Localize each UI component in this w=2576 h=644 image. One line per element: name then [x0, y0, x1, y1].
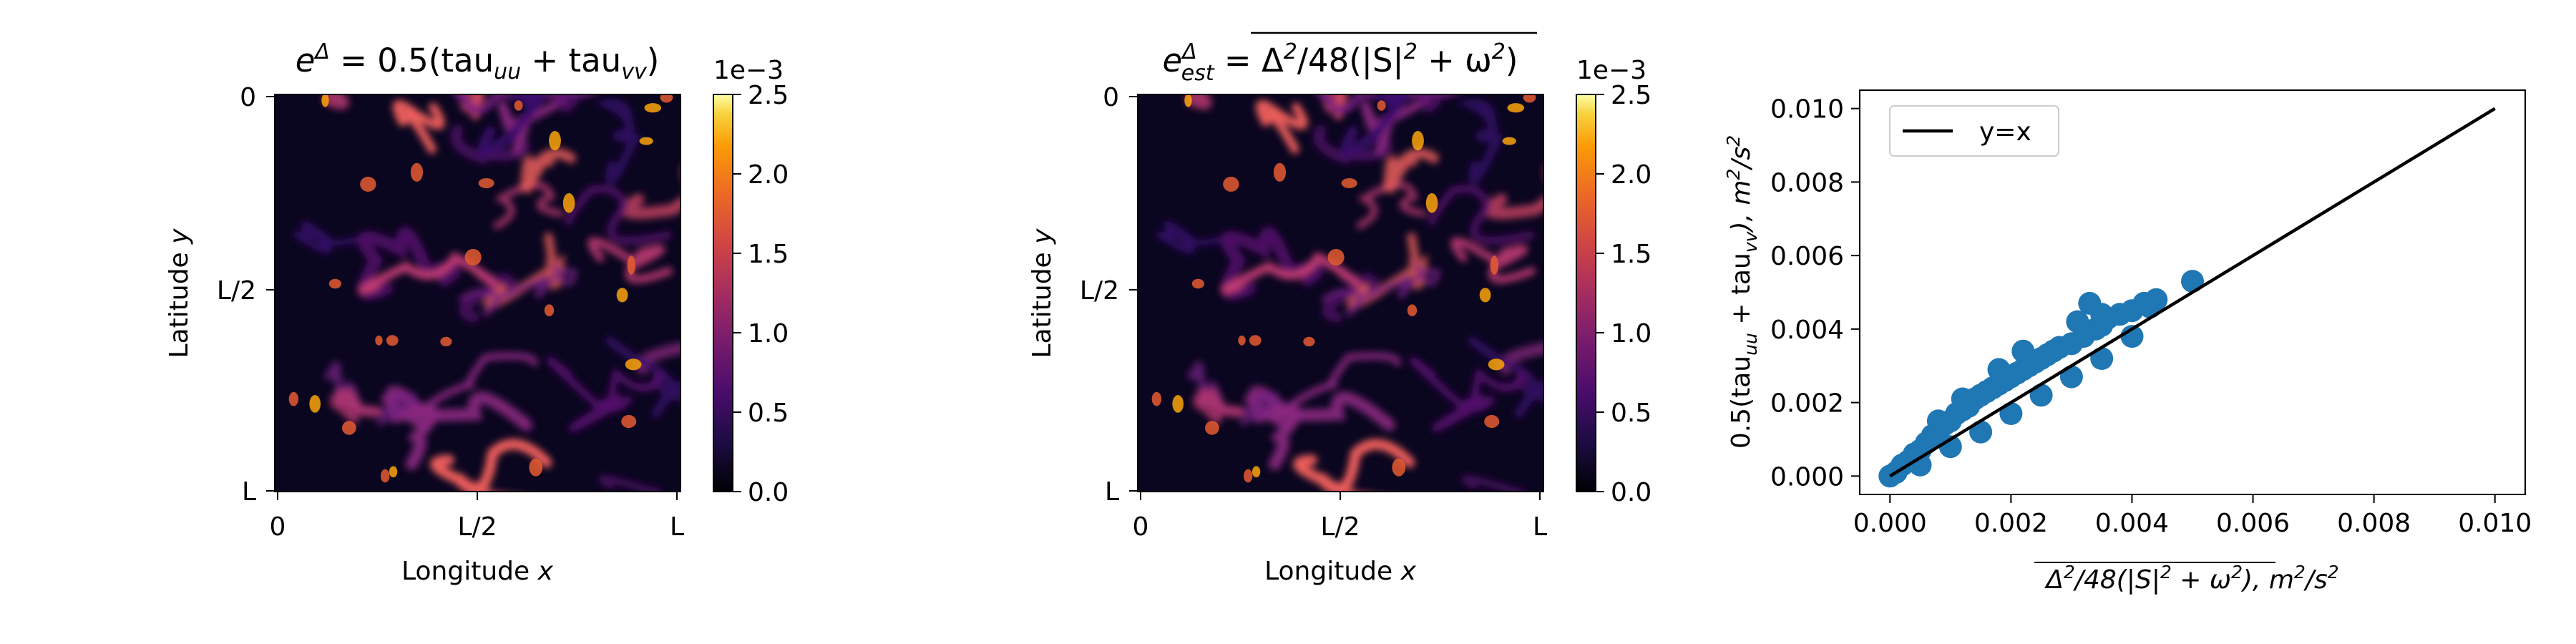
scatter-xtick-label: 0.006	[2216, 509, 2290, 538]
scatter-ytick-label: 0.000	[1770, 462, 1844, 492]
scatter-xlabel: Δ2/48(|S|2 + ω2), m2/s2	[2034, 562, 2339, 595]
scatter-ytick-label: 0.006	[1770, 242, 1844, 271]
scatter-point	[2090, 303, 2114, 326]
scatter-x-axis: 0.000 0.002 0.004 0.006 0.008 0.010	[1853, 494, 2532, 538]
scatter-xtick-label: 0.004	[2095, 509, 2169, 538]
scatter-xtick-label: 0.008	[2337, 509, 2411, 538]
heatmap-2-xtick-0: 0	[1133, 512, 1149, 542]
panel-1-title: eΔ = 0.5(tauuu + tauvv)	[296, 39, 660, 84]
scatter-legend: y=x	[1889, 105, 2059, 157]
scatter-point	[1926, 409, 1950, 433]
heatmap-2-x-ticks	[1140, 492, 1541, 500]
heatmap-1-ylabel: Latitude y	[165, 228, 194, 358]
scatter-xtick-label: 0.000	[1853, 509, 1927, 538]
scatter-ytick-label: 0.010	[1770, 95, 1844, 125]
scatter-point	[2066, 310, 2089, 333]
panel-2-title: eΔ est = Δ2/48(|S|2 + ω2)	[1163, 39, 1518, 86]
heatmap-2-image	[1138, 94, 1543, 492]
heatmap-2-xlabel: Longitude x	[1264, 557, 1417, 586]
colorbar-2-tick: 2.0	[1611, 160, 1652, 190]
heatmap-2-y-ticks	[1129, 96, 1138, 492]
colorbar-2-tick: 2.5	[1611, 81, 1652, 110]
scatter-ylabel: 0.5(tauuu + tauvv), m2/s2	[1723, 135, 1761, 449]
scatter-point	[2059, 365, 2083, 389]
colorbar-1-scale: 1e−3	[713, 56, 784, 85]
scatter-ytick-label: 0.004	[1770, 316, 1844, 345]
heatmap-2-ytick-0: 0	[1103, 83, 1119, 112]
heatmap-1-xlabel: Longitude x	[401, 557, 554, 586]
scatter-panel: 0.000 0.002 0.004 0.006 0.008 0.010 0.0000.00…	[1723, 89, 2532, 595]
scatter-ytick-label: 0.008	[1770, 168, 1844, 197]
colorbar-1-tick: 0.0	[748, 478, 789, 507]
colorbar-2-tick: 0.5	[1611, 399, 1652, 428]
scatter-point	[2011, 339, 2035, 363]
scatter-ytick-label: 0.002	[1770, 389, 1844, 419]
heatmap-1-xtick-L: L	[670, 512, 684, 542]
heatmap-panel-2: eΔ est = Δ2/48(|S|2 + ω2) 0 L/2 L 0 L/2 L…	[1028, 31, 1652, 586]
heatmap-1-x-ticks	[277, 492, 678, 500]
scatter-point	[2029, 384, 2053, 407]
svg-text:Δ2/48(|S|2 + ω2), m2/s2: Δ2/48(|S|2 + ω2), m2/s2	[2044, 562, 2338, 595]
heatmap-panel-1: eΔ = 0.5(tauuu + tauvv) 0 L/2 L 0 L/2 L …	[165, 39, 789, 586]
heatmap-1-xtick-0: 0	[270, 512, 286, 542]
colorbar-2-tick: 0.0	[1611, 478, 1652, 507]
colorbar-1-tick: 0.5	[748, 399, 789, 428]
heatmap-1-ytick-L: L	[242, 477, 256, 507]
scatter-y-axis: 0.000 0.002 0.004 0.006 0.008 0.010	[1770, 95, 1860, 492]
scatter-point	[1951, 387, 1974, 411]
colorbar-2-tick: 1.5	[1611, 240, 1652, 269]
heatmap-1-image	[275, 94, 680, 492]
colorbar-1: 0.0 0.5 1.0 1.5 2.0 2.5 1e−3	[713, 56, 789, 507]
colorbar-1-tick: 2.5	[748, 81, 789, 110]
heatmap-1-xtick-half: L/2	[457, 512, 497, 542]
scatter-xtick-label: 0.010	[2458, 509, 2532, 538]
colorbar-1-tick: 1.0	[748, 319, 789, 348]
heatmap-1-ytick-0: 0	[240, 83, 256, 112]
scatter-point	[1987, 358, 2011, 381]
colorbar-2: 0.0 0.5 1.0 1.5 2.0 2.5 1e−3	[1576, 56, 1652, 507]
colorbar-2-tick: 1.0	[1611, 319, 1652, 348]
colorbar-1-tick: 1.5	[748, 240, 789, 269]
heatmap-2-xtick-half: L/2	[1320, 512, 1360, 542]
heatmap-2-ytick-L: L	[1105, 477, 1119, 507]
colorbar-2-scale: 1e−3	[1576, 56, 1646, 85]
reference-line-y-equals-x	[1889, 107, 2496, 478]
heatmap-2-ylabel: Latitude y	[1028, 228, 1057, 358]
colorbar-1-tick: 2.0	[748, 160, 789, 190]
scatter-point	[2145, 288, 2168, 311]
legend-label: y=x	[1979, 117, 2031, 147]
heatmap-2-ytick-half: L/2	[1080, 276, 1119, 306]
scatter-frame	[1859, 89, 2526, 495]
heatmap-2-xtick-L: L	[1533, 512, 1547, 542]
heatmap-1-ytick-half: L/2	[217, 276, 256, 306]
scatter-xtick-label: 0.002	[1974, 509, 2048, 538]
heatmap-1-y-ticks	[266, 96, 275, 492]
